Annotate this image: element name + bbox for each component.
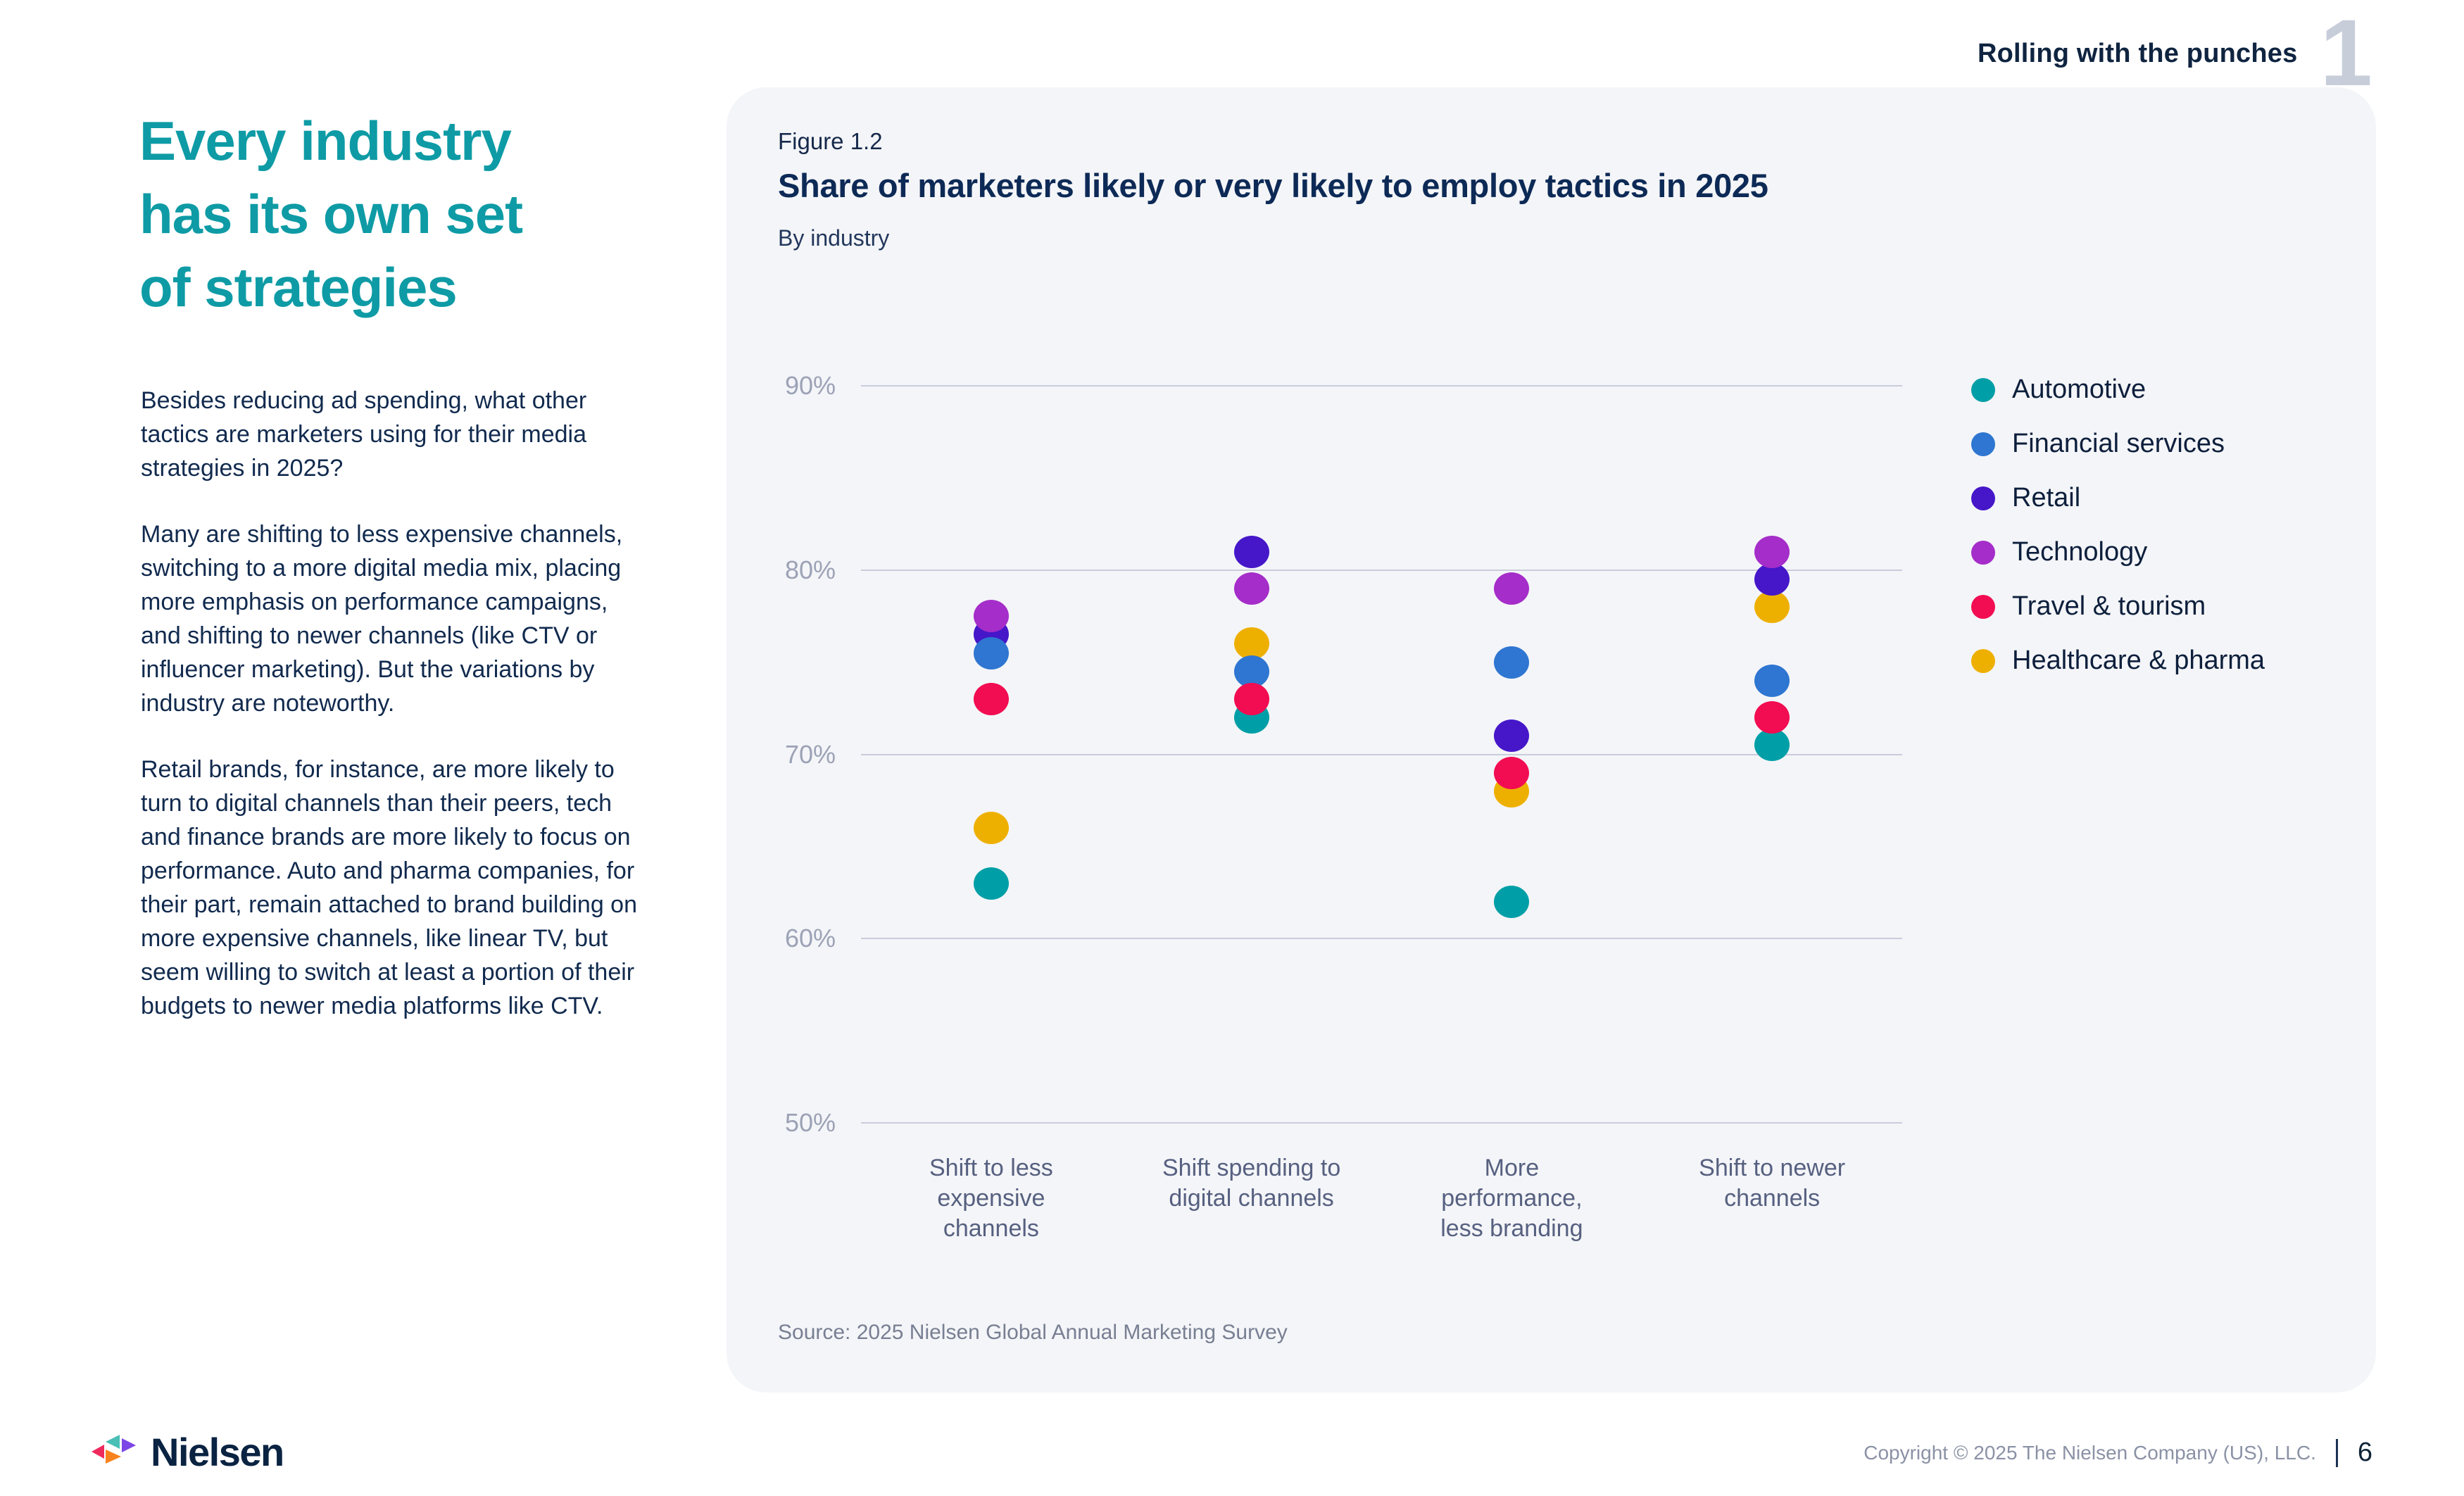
page-title-line: has its own set: [139, 183, 523, 245]
data-point-retail: [1494, 719, 1530, 753]
legend-item: Technology: [1971, 525, 2265, 579]
data-point-automotive: [973, 867, 1009, 900]
data-point-technology: [973, 600, 1009, 633]
paragraph: Many are shifting to less expensive chan…: [141, 521, 623, 717]
page-title-line: Every industry: [139, 110, 512, 172]
legend-label: Financial services: [2012, 429, 2225, 458]
legend-item: Financial services: [1971, 417, 2265, 471]
legend-swatch-icon: [1971, 486, 1995, 510]
data-point-technology: [1754, 535, 1790, 568]
logo-triangle-orange-icon: [106, 1450, 121, 1464]
data-point-technology: [1233, 572, 1269, 605]
data-point-automotive: [1494, 885, 1530, 918]
y-axis-tick-label: 50%: [784, 1108, 836, 1137]
data-point-healthcare-pharma: [973, 812, 1009, 845]
data-point-financial-services: [1233, 655, 1269, 688]
nielsen-logo: Nielsen: [92, 1430, 284, 1478]
data-point-travel-tourism: [1754, 701, 1790, 734]
data-point-retail: [1754, 562, 1790, 596]
figure-label: Figure 1.2: [778, 128, 883, 154]
paragraph: Retail brands, for instance, are more li…: [141, 756, 638, 1019]
data-point-travel-tourism: [973, 682, 1009, 715]
section-title: Rolling with the punches: [1978, 38, 2298, 68]
legend-label: Travel & tourism: [2012, 591, 2206, 621]
y-axis-tick-label: 80%: [784, 555, 836, 584]
copyright-text: Copyright © 2025 The Nielsen Company (US…: [1863, 1441, 2316, 1464]
data-point-technology: [1494, 572, 1530, 605]
legend-swatch-icon: [1971, 540, 1995, 565]
legend-item: Healthcare & pharma: [1971, 634, 2265, 688]
logo-triangle-purple-icon: [122, 1438, 136, 1452]
gridline: [861, 938, 1902, 940]
gridline: [861, 569, 1902, 571]
footer-right: Copyright © 2025 The Nielsen Company (US…: [1863, 1438, 2372, 1468]
x-axis-category-label: Shift spending to digital channels: [1162, 1155, 1341, 1212]
data-point-financial-services: [1754, 664, 1790, 697]
page-title: Every industry has its own set of strategi…: [139, 104, 523, 324]
y-axis-tick-label: 70%: [784, 739, 836, 769]
legend-label: Retail: [2012, 483, 2081, 513]
data-point-travel-tourism: [1233, 682, 1269, 715]
gridline: [861, 1122, 1902, 1124]
page-title-line: of strategies: [139, 256, 458, 318]
legend-label: Automotive: [2012, 375, 2146, 404]
data-point-healthcare-pharma: [1754, 591, 1790, 624]
scatter-chart: 90% 80% 70% 60% 50% Shift to less expensive c…: [727, 87, 2376, 1393]
y-axis-tick-label: 90%: [784, 371, 836, 400]
data-point-automotive: [1754, 729, 1790, 762]
legend-swatch-icon: [1971, 432, 1995, 456]
legend-swatch-icon: [1971, 648, 1995, 673]
body-copy: Besides reducing ad spending, what other…: [141, 384, 638, 1055]
x-axis-category-label: Shift to newer channels: [1699, 1155, 1846, 1212]
figure-card: Figure 1.2 Share of marketers likely or …: [727, 87, 2376, 1393]
data-point-travel-tourism: [1494, 756, 1530, 789]
legend-swatch-icon: [1971, 594, 1995, 619]
figure-subtitle: By industry: [778, 225, 890, 251]
legend-label: Technology: [2012, 537, 2148, 567]
legend-label: Healthcare & pharma: [2012, 646, 2265, 675]
gridline: [861, 385, 1902, 386]
logo-triangle-teal-icon: [106, 1435, 120, 1449]
x-axis-category-label: Shift to less expensive channels: [929, 1155, 1053, 1242]
legend-item: Retail: [1971, 471, 2265, 525]
section-header: Rolling with the punches 1: [1978, 1, 2372, 106]
data-point-financial-services: [973, 636, 1009, 670]
figure-title: Share of marketers likely or very likely…: [778, 167, 1768, 204]
data-point-retail: [1233, 535, 1269, 568]
nielsen-wordmark: Nielsen: [151, 1430, 284, 1474]
legend-swatch-icon: [1971, 377, 1995, 402]
data-point-healthcare-pharma: [1233, 627, 1269, 660]
footer-divider: [2335, 1438, 2338, 1467]
x-axis-category-label: More performance, less branding: [1440, 1155, 1583, 1242]
y-axis-tick-label: 60%: [784, 924, 836, 953]
figure-source: Source: 2025 Nielsen Global Annual Marke…: [778, 1321, 1288, 1344]
chart-legend: Automotive Financial services Retail Techno…: [1971, 363, 2265, 688]
page-number: 6: [2357, 1438, 2372, 1467]
legend-item: Automotive: [1971, 363, 2265, 417]
paragraph: Besides reducing ad spending, what other…: [141, 387, 587, 482]
logo-triangle-pink-icon: [92, 1445, 104, 1459]
data-point-financial-services: [1494, 646, 1530, 679]
gridline: [861, 753, 1902, 755]
legend-item: Travel & tourism: [1971, 579, 2265, 634]
section-number: 1: [2320, 1, 2372, 106]
